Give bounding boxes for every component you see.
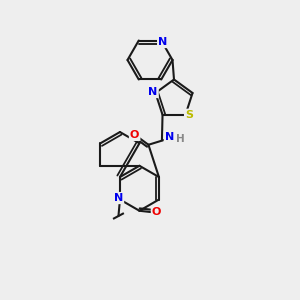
Text: O: O bbox=[152, 207, 161, 217]
Text: H: H bbox=[176, 134, 184, 144]
Text: N: N bbox=[148, 87, 158, 97]
Text: N: N bbox=[158, 37, 167, 47]
Text: N: N bbox=[165, 132, 174, 142]
Text: N: N bbox=[114, 193, 123, 203]
Text: S: S bbox=[185, 110, 193, 120]
Text: O: O bbox=[130, 130, 139, 140]
